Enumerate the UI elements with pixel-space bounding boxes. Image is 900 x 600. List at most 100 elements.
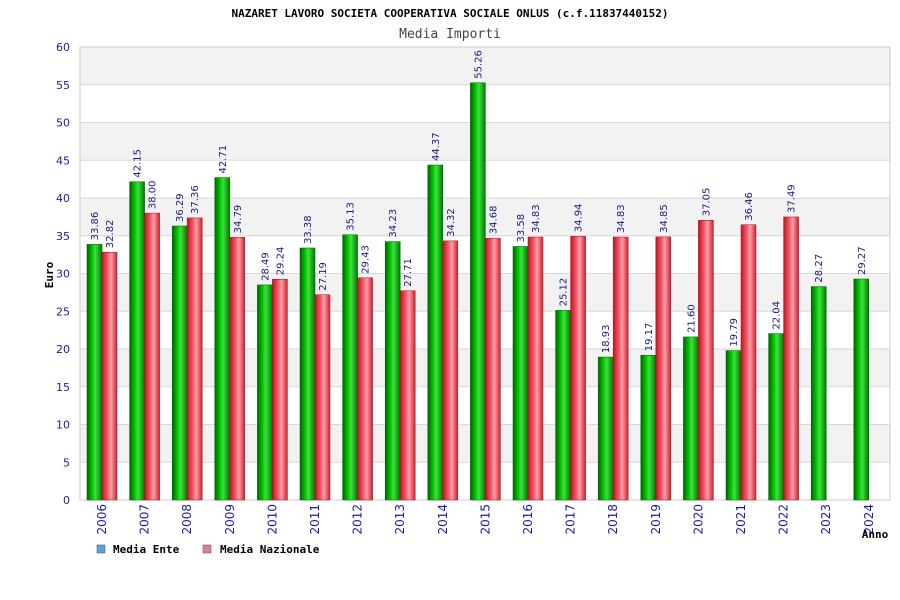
value-label: 35.13 — [346, 202, 357, 231]
legend-label-nazionale: Media Nazionale — [220, 543, 320, 556]
value-label: 42.71 — [218, 145, 229, 174]
bar-media-ente — [768, 333, 784, 501]
legend-label-ente: Media Ente — [113, 543, 180, 556]
x-tick-label: 2019 — [649, 504, 663, 535]
x-tick-label: 2021 — [734, 504, 748, 535]
value-label: 29.27 — [857, 246, 868, 275]
bar-media-nazionale — [101, 251, 118, 501]
x-tick-label: 2022 — [777, 504, 791, 535]
x-tick-label: 2015 — [478, 504, 492, 535]
value-label: 18.93 — [601, 324, 612, 353]
value-label: 22.04 — [772, 301, 783, 330]
value-label: 19.79 — [729, 318, 740, 347]
bar-media-nazionale — [186, 217, 203, 501]
bar-media-ente — [725, 350, 742, 501]
bar-media-ente — [555, 310, 571, 501]
y-axis-label: Euro — [43, 261, 56, 288]
y-tick-label: 45 — [56, 154, 70, 167]
bar-media-ente — [470, 82, 486, 501]
value-label: 25.12 — [559, 278, 570, 307]
x-tick-label: 2017 — [564, 504, 578, 535]
bar-media-ente — [342, 234, 358, 501]
bar-media-ente — [86, 244, 103, 501]
bar-media-ente — [683, 336, 699, 501]
value-label: 33.58 — [516, 214, 527, 243]
value-label: 34.83 — [616, 204, 627, 233]
value-label: 38.00 — [148, 180, 159, 209]
bar-media-nazionale — [399, 290, 416, 501]
legend-swatch-ente — [96, 544, 106, 554]
bar-media-ente — [427, 164, 444, 501]
x-tick-label: 2011 — [308, 504, 322, 535]
y-tick-label: 30 — [56, 268, 70, 281]
y-tick-label: 0 — [63, 494, 70, 507]
bar-media-ente — [384, 241, 401, 501]
y-tick-label: 55 — [56, 79, 70, 92]
bar-media-nazionale — [357, 277, 373, 501]
bar-media-nazionale — [612, 236, 629, 501]
bar-media-nazionale — [272, 278, 288, 501]
x-axis-label: Anno — [862, 528, 889, 541]
legend: Media Ente Media Nazionale — [96, 543, 320, 556]
bar-media-nazionale — [740, 224, 757, 501]
bar-media-ente — [512, 246, 529, 501]
y-tick-label: 50 — [56, 117, 70, 130]
x-tick-label: 2012 — [351, 504, 365, 535]
value-label: 34.79 — [233, 205, 244, 234]
value-label: 33.86 — [90, 212, 101, 241]
value-label: 37.49 — [787, 184, 798, 213]
x-tick-label: 2013 — [393, 504, 407, 535]
chart-title: NAZARET LAVORO SOCIETA COOPERATIVA SOCIA… — [231, 7, 668, 20]
y-tick-label: 5 — [63, 456, 70, 469]
legend-swatch-nazionale — [202, 544, 212, 554]
x-tick-label: 2009 — [223, 504, 237, 535]
bars — [86, 82, 870, 501]
x-tick-label: 2008 — [180, 504, 194, 535]
x-tick-label: 2018 — [606, 504, 620, 535]
value-label: 37.36 — [190, 185, 201, 214]
y-tick-label: 60 — [56, 41, 70, 54]
value-label: 42.15 — [133, 149, 144, 178]
bar-media-ente — [640, 355, 657, 501]
bar-media-ente — [299, 247, 316, 501]
bar-media-nazionale — [144, 212, 160, 501]
value-label: 36.29 — [175, 193, 186, 222]
value-label: 34.85 — [659, 204, 670, 233]
x-tick-label: 2016 — [521, 504, 535, 535]
value-label: 21.60 — [686, 304, 697, 333]
value-label: 27.19 — [318, 262, 329, 291]
value-label: 27.71 — [403, 258, 414, 287]
bar-media-ente — [810, 286, 827, 501]
bar-media-nazionale — [229, 237, 246, 501]
value-label: 34.94 — [574, 204, 585, 233]
x-tick-label: 2024 — [862, 504, 876, 535]
x-tick-label: 2007 — [138, 504, 152, 535]
bar-media-ente — [257, 284, 273, 501]
value-label: 29.24 — [275, 247, 286, 276]
y-axis-ticks: 0 5 10 15 20 25 30 35 40 45 50 55 60 — [56, 41, 70, 507]
bar-media-nazionale — [314, 294, 331, 501]
value-label: 34.68 — [488, 206, 499, 235]
y-tick-label: 40 — [56, 192, 70, 205]
value-label: 32.82 — [105, 220, 116, 249]
y-tick-label: 10 — [56, 419, 70, 432]
x-tick-label: 2010 — [265, 504, 279, 535]
bar-media-nazionale — [485, 237, 501, 501]
grid-band — [80, 47, 890, 85]
value-label: 19.17 — [644, 323, 655, 352]
bar-media-ente — [853, 278, 870, 501]
value-label: 44.37 — [431, 132, 442, 161]
x-tick-label: 2020 — [691, 504, 705, 535]
value-label: 29.43 — [361, 245, 372, 274]
x-tick-label: 2006 — [95, 504, 109, 535]
value-label: 28.27 — [814, 254, 825, 283]
value-label: 55.26 — [473, 50, 484, 79]
bar-media-ente — [597, 356, 614, 501]
value-labels: 33.86 32.82 42.15 38.00 36.29 37.36 42.71 34.79… — [90, 50, 868, 353]
y-tick-label: 20 — [56, 343, 70, 356]
bar-media-ente — [171, 225, 188, 501]
bar-media-nazionale — [442, 240, 459, 501]
x-axis-ticks: 2006 2007 2008 2009 2010 2011 2012 2013 2014 2015… — [95, 504, 876, 535]
value-label: 34.83 — [531, 204, 542, 233]
